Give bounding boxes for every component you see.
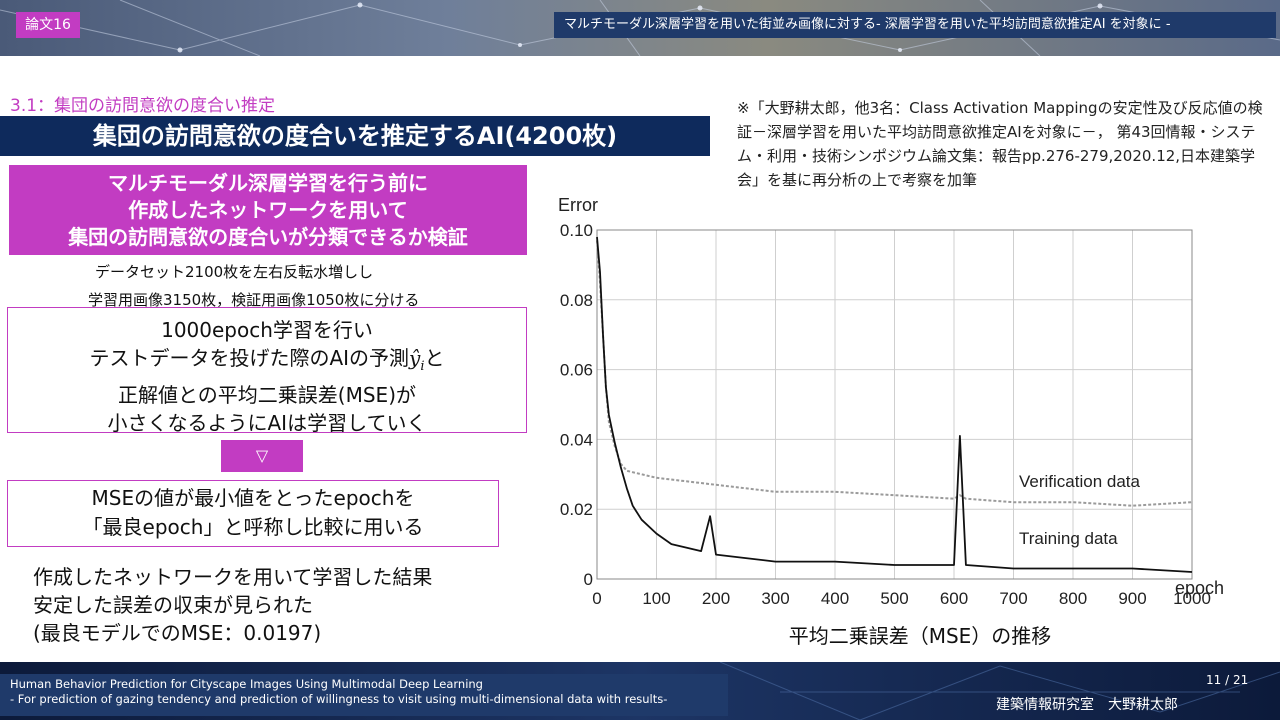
method-line: 1000epoch学習を行い <box>161 318 373 342</box>
epoch-line: 「最良epoch」と呼称し比較に用いる <box>82 515 424 539</box>
x-tick-label: 1000 <box>1173 589 1211 608</box>
x-tick-label: 400 <box>821 589 849 608</box>
x-axis-label: epoch <box>1175 578 1224 598</box>
purpose-line: 作成したネットワークを用いて <box>128 198 408 222</box>
footer-network-graphic <box>719 662 1280 720</box>
y-tick-label: 0.04 <box>560 430 593 449</box>
x-tick-label: 800 <box>1059 589 1087 608</box>
prediction-symbol-y: ŷ <box>409 346 421 370</box>
down-arrow-icon: ▽ <box>221 440 303 472</box>
dataset-line: 学習用画像3150枚，検証用画像1050枚に分ける <box>88 291 420 309</box>
y-tick-label: 0.08 <box>560 291 593 310</box>
x-tick-label: 100 <box>642 589 670 608</box>
mse-chart-svg: 0 100 200 300 400 500 600 700 800 900 1000 0 0.02 0.0… <box>558 195 1224 648</box>
x-tick-label: 900 <box>1118 589 1146 608</box>
result-line: (最良モデルでのMSE：0.0197) <box>33 621 322 645</box>
y-axis-label: Error <box>558 195 598 215</box>
page-number: 11 / 21 <box>1206 673 1249 687</box>
training-data-line <box>596 236 1193 573</box>
citation-note: ※「大野耕太郎，他3名：Class Activation Mappingの安定性… <box>737 99 1263 189</box>
x-tick-label: 700 <box>999 589 1027 608</box>
purpose-line: 集団の訪問意欲の度合いが分類できるか検証 <box>68 225 468 249</box>
method-line: 正解値との平均二乗誤差(MSE)が <box>118 383 416 407</box>
x-tick-label: 0 <box>592 589 601 608</box>
result-line: 作成したネットワークを用いて学習した結果 <box>33 565 433 589</box>
english-title-line: Human Behavior Prediction for Cityscape … <box>10 677 483 691</box>
y-tick-label: 0 <box>584 570 593 589</box>
x-tick-label: 600 <box>940 589 968 608</box>
chart-ticks: 0 100 200 300 400 500 600 700 800 900 1000 0 0.02 0.0… <box>560 221 1211 608</box>
result-summary: 作成したネットワークを用いて学習した結果 安定した誤差の収束が見られた (最良モ… <box>33 563 432 647</box>
page-title: 集団の訪問意欲の度合いを推定するAI(4200枚) <box>0 116 710 156</box>
chart-series <box>596 236 1193 573</box>
y-tick-label: 0.10 <box>560 221 593 240</box>
chart-title: 平均二乗誤差（MSE）の推移 <box>789 624 1052 648</box>
method-box: 1000epoch学習を行い テストデータを投げた際のAIの予測ŷiと 正解値と… <box>7 307 527 435</box>
prediction-symbol: ŷi <box>409 346 424 374</box>
result-line: 安定した誤差の収束が見られた <box>33 593 313 617</box>
best-epoch-box: MSEの値が最小値をとったepochを 「最良epoch」と呼称し比較に用いる <box>7 480 499 547</box>
mse-chart: 0 100 200 300 400 500 600 700 800 900 1000 0 0.02 0.0… <box>545 188 1245 662</box>
method-line-text: テストデータを投げた際のAIの予測 <box>89 346 410 370</box>
paper-tag: 論文16 <box>16 12 80 38</box>
series-title: マルチモーダル深層学習を用いた街並み画像に対する- 深層学習を用いた平均訪問意欲… <box>554 12 1276 38</box>
x-tick-label: 500 <box>880 589 908 608</box>
legend-training: Training data <box>1019 529 1118 548</box>
legend-verification: Verification data <box>1019 472 1141 491</box>
purpose-line: マルチモーダル深層学習を行う前に <box>108 171 428 195</box>
english-title: Human Behavior Prediction for Cityscape … <box>0 674 728 716</box>
verification-data-line <box>596 240 1193 507</box>
dataset-description: データセット2100枚を左右反転水増しし 学習用画像3150枚，検証用画像105… <box>0 258 540 314</box>
method-line: 小さくなるようにAIは学習していく <box>107 411 427 435</box>
x-tick-label: 300 <box>761 589 789 608</box>
dataset-line: データセット2100枚を左右反転水増しし <box>95 263 374 281</box>
english-subtitle-line: - For prediction of gazing tendency and … <box>10 692 668 706</box>
author-name: 建築情報研究室 大野耕太郎 <box>996 697 1178 713</box>
chart-grid <box>596 229 1193 580</box>
section-label: 3.1：集団の訪問意欲の度合い推定 <box>10 96 276 116</box>
epoch-line: MSEの値が最小値をとったepochを <box>91 486 415 510</box>
method-line-suffix: と <box>424 346 445 370</box>
purpose-box: マルチモーダル深層学習を行う前に 作成したネットワークを用いて 集団の訪問意欲の… <box>9 165 527 255</box>
prediction-symbol-subscript: i <box>420 359 425 374</box>
plot-frame <box>596 229 1193 580</box>
x-tick-label: 200 <box>702 589 730 608</box>
y-tick-label: 0.06 <box>560 361 593 380</box>
y-tick-label: 0.02 <box>560 500 593 519</box>
method-line: テストデータを投げた際のAIの予測ŷiと <box>8 344 526 381</box>
